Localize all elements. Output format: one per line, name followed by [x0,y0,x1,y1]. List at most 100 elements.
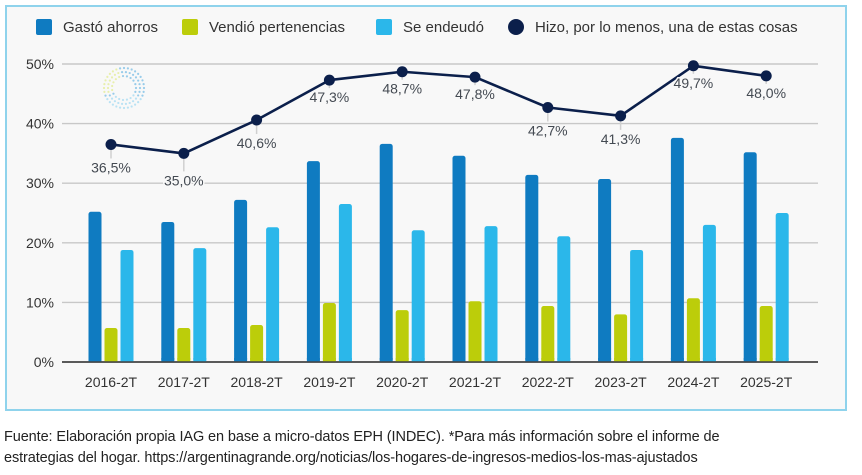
logo-dot [106,98,109,101]
x-tick-label: 2019-2T [303,374,356,390]
data-label: 47,3% [310,89,350,105]
logo-dot [110,97,114,100]
bar-base [670,358,684,362]
bar-gast-ahorros [743,152,757,362]
bar-rect [598,179,612,362]
logo-dot [134,86,138,90]
bar-se-endeud- [338,204,352,362]
logo-dot [106,86,110,90]
line-point [396,66,408,78]
source-caption: Fuente: Elaboración propia IAG en base a… [4,427,862,469]
logo-dot [128,71,131,75]
bar-gast-ahorros [306,161,320,362]
logo-dot [134,76,138,79]
logo-dot [141,79,144,82]
x-tick-label: 2020-2T [376,374,429,390]
bar-vendi-pertenencias [104,328,118,362]
logo-dot [108,72,111,75]
logo-dot [120,102,124,105]
bar-base [702,358,716,362]
x-tick-label: 2016-2T [85,374,138,390]
logo-dot [134,90,137,93]
x-tick-label: 2022-2T [522,374,575,390]
line-point [760,70,772,82]
data-label: 40,6% [237,135,277,151]
bar-base [234,358,248,362]
x-tick-label: 2017-2T [158,374,211,390]
bar-base [379,358,393,362]
logo-dot [138,90,141,93]
bar-gast-ahorros [598,179,612,362]
logo-dot [114,78,117,81]
data-label: 42,7% [528,123,568,139]
bar-vendi-pertenencias [395,310,409,362]
legend-item: Gastó ahorros [36,19,158,36]
logo-dot [142,82,145,86]
line-point [105,138,117,150]
bar-rect [541,305,555,362]
x-axis: 2016-2T 2017-2T 2018-2T 2019-2T 2020-2T 2021-… [85,374,793,390]
bar-base [759,358,773,362]
logo-dot [118,75,121,79]
legend-marker [508,19,524,35]
data-label: 49,7% [674,75,714,91]
logo-dot [117,71,120,75]
logo-dot [108,79,111,82]
bar-rect [525,174,539,362]
bar-base [322,358,336,362]
bar-rect [379,143,393,362]
bar-vendi-pertenencias [322,302,336,362]
logo-dot [103,82,106,86]
logo-dot [122,106,126,110]
logo-dot [113,73,117,76]
bar-rect [614,314,628,362]
legend-label: Hizo, por lo menos, una de estas cosas [535,19,798,36]
y-tick-label: 40% [26,116,54,132]
line-path [110,64,767,155]
bar-base [411,358,425,362]
bar-rect [411,230,425,362]
bar-rect [686,298,700,362]
bar-rect [250,325,264,362]
legend-item: Hizo, por lo menos, una de estas cosas [508,19,798,36]
logo-dot [111,70,114,73]
bar-vendi-pertenencias [614,314,628,362]
bar-rect [395,310,409,362]
logo-dot [115,105,118,108]
logo-dot [118,67,122,70]
logo-dot [125,98,129,101]
logo-dot [111,88,114,92]
bar-rect [177,328,191,362]
y-tick-label: 0% [34,354,54,370]
bar-rect [759,305,773,362]
legend: Gastó ahorros Vendió pertenencias Se endeu… [36,19,798,36]
logo-dot [121,98,125,102]
caption-line-2: estrategias del hogar. https://argentina… [4,450,698,466]
logo-dot [107,90,110,93]
bar-base [484,358,498,362]
logo-dot [138,83,141,86]
bar-base [614,358,628,362]
logo-dot [137,94,140,97]
line-point [178,147,190,159]
y-axis-ticks: 0% 10% 20% 30% 40% 50% [26,56,54,370]
bar-gast-ahorros [525,174,539,362]
data-label: 35,0% [164,172,204,188]
line-point [323,74,335,86]
line-point [615,110,627,122]
legend-label: Vendió pertenencias [209,19,345,36]
bar-base [395,358,409,362]
bar-base [557,358,571,362]
logo-dot [124,71,128,74]
logo-dot [108,94,111,97]
logo-dot [132,94,135,97]
logo-dot [103,90,106,94]
bar-rect [557,236,571,362]
logo-dot [134,70,137,73]
bar-base [525,358,539,362]
bar-base [250,358,264,362]
logo-dot [125,75,129,78]
bar-rect [161,221,175,362]
logo-dot [106,75,109,78]
bar-rect [670,137,684,362]
